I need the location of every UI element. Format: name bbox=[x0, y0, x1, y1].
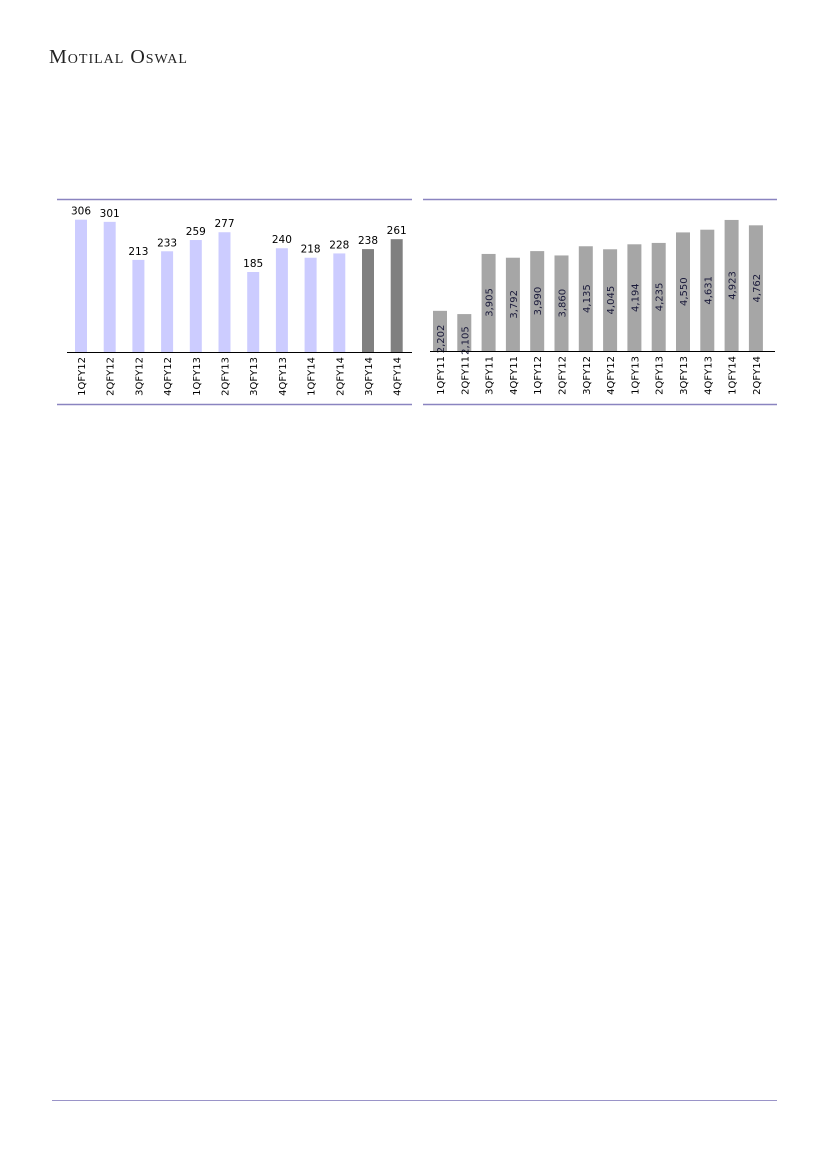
bar-1QFY12 bbox=[530, 251, 545, 351]
bar-1QFY13 bbox=[627, 244, 642, 351]
x-tick-label: 4QFY14 bbox=[393, 357, 404, 396]
data-label: 2,202 bbox=[436, 325, 447, 354]
footer-rule bbox=[52, 1100, 777, 1101]
data-label: 218 bbox=[301, 244, 321, 256]
data-label: 3,990 bbox=[533, 287, 544, 316]
x-tick-label: 3QFY12 bbox=[582, 356, 593, 395]
data-label: 261 bbox=[387, 225, 407, 237]
data-label: 301 bbox=[100, 208, 120, 220]
bar-2QFY14 bbox=[748, 225, 763, 351]
x-tick-label: 4QFY12 bbox=[163, 357, 174, 396]
x-tick-label: 4QFY13 bbox=[278, 357, 289, 396]
bar-2QFY13 bbox=[651, 242, 666, 351]
x-tick-label: 4QFY12 bbox=[606, 356, 617, 395]
x-tick-label: 3QFY11 bbox=[485, 356, 496, 395]
x-tick-label: 4QFY11 bbox=[509, 356, 520, 395]
x-tick-label: 4QFY13 bbox=[703, 356, 714, 395]
bar-2QFY12 bbox=[554, 255, 569, 351]
bar-3QFY12 bbox=[132, 259, 145, 352]
data-label: 233 bbox=[157, 237, 177, 249]
bar-2QFY12 bbox=[103, 221, 116, 352]
data-label: 4,194 bbox=[630, 283, 641, 312]
x-tick-label: 3QFY12 bbox=[134, 357, 145, 396]
bar-3QFY13 bbox=[676, 232, 690, 351]
x-tick-label: 3QFY14 bbox=[364, 357, 375, 396]
bar-1QFY14 bbox=[724, 219, 739, 351]
bar-4QFY13 bbox=[700, 229, 715, 351]
bar-2QFY14 bbox=[333, 253, 346, 352]
x-tick-label: 3QFY13 bbox=[679, 356, 690, 395]
bar-2QFY11 bbox=[457, 314, 472, 351]
bar-3QFY11 bbox=[481, 253, 496, 351]
x-tick-label: 2QFY12 bbox=[558, 356, 569, 395]
x-tick-label: 2QFY14 bbox=[752, 356, 763, 395]
bar-4QFY12 bbox=[161, 251, 174, 352]
data-label: 4,762 bbox=[752, 274, 763, 303]
x-tick-label: 2QFY14 bbox=[335, 357, 346, 396]
data-label: 4,923 bbox=[728, 271, 739, 300]
x-tick-label: 1QFY14 bbox=[307, 357, 318, 396]
data-label: 238 bbox=[358, 235, 378, 247]
x-tick-label: 1QFY13 bbox=[192, 357, 203, 396]
data-label: 4,631 bbox=[703, 276, 714, 305]
x-tick-label: 1QFY12 bbox=[533, 356, 544, 395]
bar-1QFY13 bbox=[189, 240, 202, 352]
x-tick-label: 1QFY12 bbox=[77, 357, 88, 396]
data-label: 185 bbox=[243, 258, 263, 270]
bar-3QFY12 bbox=[578, 246, 593, 351]
data-label: 3,792 bbox=[509, 290, 520, 319]
data-label: 277 bbox=[214, 218, 234, 230]
data-label: 4,235 bbox=[655, 283, 666, 312]
bar-1QFY14 bbox=[304, 257, 317, 352]
x-tick-label: 2QFY12 bbox=[106, 357, 117, 396]
x-tick-label: 2QFY13 bbox=[655, 356, 666, 395]
bar-1QFY12 bbox=[75, 219, 87, 352]
bar-4QFY13 bbox=[275, 248, 288, 352]
data-label: 3,905 bbox=[485, 288, 496, 317]
data-label: 3,860 bbox=[558, 289, 569, 318]
x-tick-label: 3QFY13 bbox=[249, 357, 260, 396]
bar-3QFY13 bbox=[247, 272, 260, 352]
bar-4QFY14 bbox=[390, 239, 403, 352]
data-label: 228 bbox=[329, 239, 349, 251]
data-label: 259 bbox=[186, 226, 206, 238]
data-label: 306 bbox=[71, 206, 91, 218]
bar-2QFY13 bbox=[218, 232, 231, 352]
data-label: 4,045 bbox=[606, 286, 617, 315]
bar-4QFY12 bbox=[603, 249, 618, 351]
data-label: 240 bbox=[272, 234, 292, 246]
x-tick-label: 1QFY11 bbox=[436, 356, 447, 395]
bar-4QFY11 bbox=[505, 257, 520, 351]
x-tick-label: 1QFY14 bbox=[728, 356, 739, 395]
x-tick-label: 2QFY11 bbox=[460, 356, 471, 395]
x-tick-label: 1QFY13 bbox=[630, 356, 641, 395]
data-label: 2,105 bbox=[460, 326, 471, 355]
data-label: 213 bbox=[128, 246, 148, 258]
data-label: 4,135 bbox=[582, 284, 593, 313]
x-tick-label: 2QFY13 bbox=[221, 357, 232, 396]
bar-3QFY14 bbox=[362, 249, 374, 352]
logo: Motilal Oswal bbox=[49, 46, 188, 68]
bar-1QFY11 bbox=[433, 310, 447, 351]
data-label: 4,550 bbox=[679, 277, 690, 306]
